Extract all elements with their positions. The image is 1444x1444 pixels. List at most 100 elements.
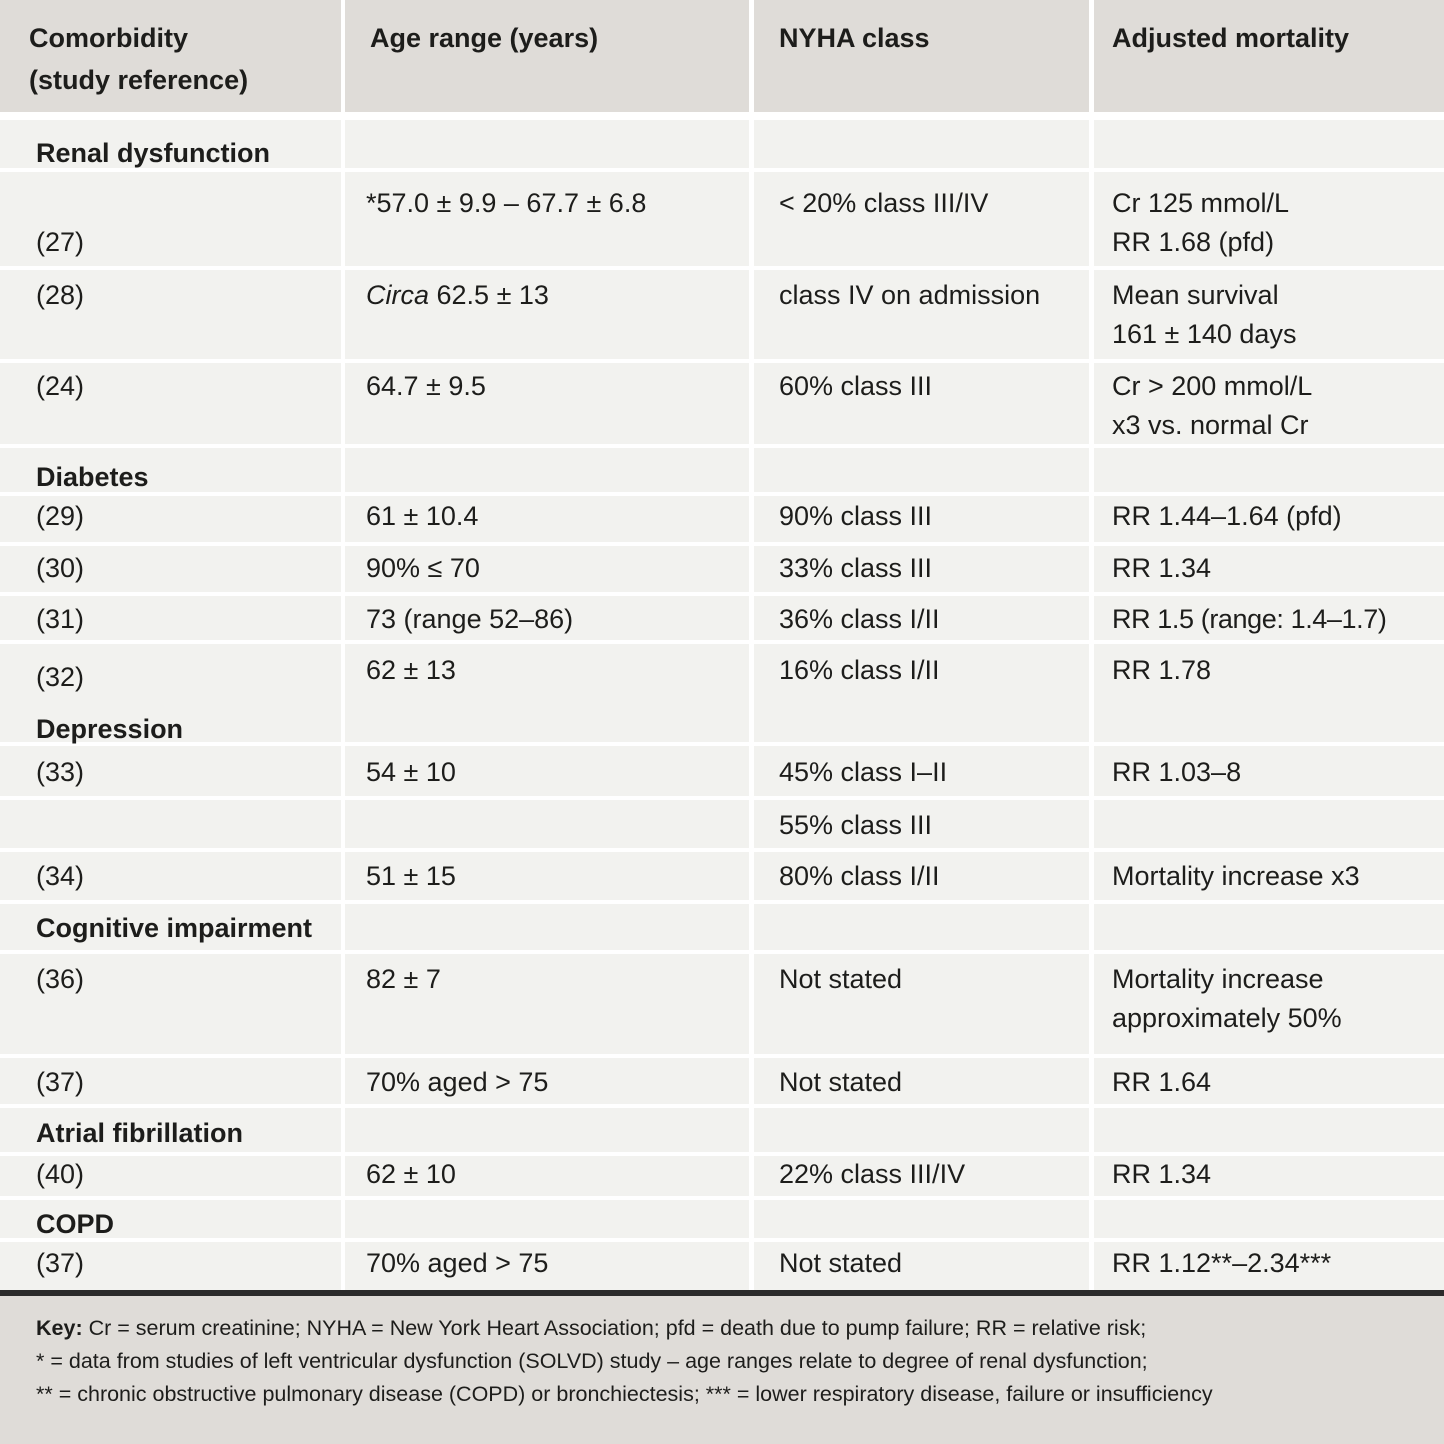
adjusted-mortality: RR 1.78: [1094, 644, 1444, 742]
study-reference: (27): [0, 172, 341, 266]
study-reference: (33): [0, 746, 341, 796]
header-nyha-class: NYHA class: [754, 0, 1089, 112]
table-row: (36) 82 ± 7 Not stated Mortality increas…: [0, 954, 1444, 1054]
empty-cell: [345, 1108, 749, 1152]
age-range: *57.0 ± 9.9 – 67.7 ± 6.8: [345, 172, 749, 266]
table-header: Comorbidity (study reference) Age range …: [0, 0, 1444, 112]
study-reference: (32) Depression: [0, 644, 341, 744]
nyha-class: class IV on admission: [754, 270, 1089, 359]
adjusted-mortality: RR 1.12**–2.34***: [1094, 1242, 1444, 1290]
section-label: Renal dysfunction: [0, 120, 341, 168]
empty-cell: [754, 904, 1089, 950]
age-range: 70% aged > 75: [345, 1242, 749, 1290]
nyha-class: 16% class I/II: [754, 644, 1089, 742]
empty-cell: [345, 1200, 749, 1238]
study-reference-value: (32): [36, 662, 85, 692]
table-row: (30) 90% ≤ 70 33% class III RR 1.34: [0, 546, 1444, 592]
age-range: 51 ± 15: [345, 852, 749, 900]
study-reference: (29): [0, 496, 341, 542]
table-row: (33) 54 ± 10 45% class I–II RR 1.03–8: [0, 746, 1444, 796]
empty-cell: [754, 1108, 1089, 1152]
table-row: (31) 73 (range 52–86) 36% class I/II RR …: [0, 596, 1444, 640]
section-label: Diabetes: [0, 448, 341, 492]
adjusted-mortality: Mortality increase approximately 50%: [1094, 954, 1444, 1054]
section-row: Cognitive impairment: [0, 904, 1444, 950]
key-line-3: ** = chronic obstructive pulmonary disea…: [36, 1382, 1213, 1406]
age-range: 82 ± 7: [345, 954, 749, 1054]
nyha-class: Not stated: [754, 954, 1089, 1054]
table-bottom-rule: [0, 1290, 1444, 1296]
header-comorbidity: Comorbidity (study reference): [0, 0, 341, 112]
study-reference: (36): [0, 954, 341, 1054]
adjusted-mortality: Cr > 200 mmol/L x3 vs. normal Cr: [1094, 363, 1444, 444]
section-label: COPD: [0, 1200, 341, 1239]
age-range-italic: Circa: [366, 280, 430, 310]
table-row: (29) 61 ± 10.4 90% class III RR 1.44–1.6…: [0, 496, 1444, 542]
adjusted-mortality: Mortality increase x3: [1094, 852, 1444, 900]
table-row: (32) Depression 62 ± 13 16% class I/II RR…: [0, 644, 1444, 744]
table-row: (28) Circa 62.5 ± 13 class IV on admissi…: [0, 270, 1444, 359]
table-row: (40) 62 ± 10 22% class III/IV RR 1.34: [0, 1156, 1444, 1196]
study-reference: (31): [0, 596, 341, 640]
nyha-class: 22% class III/IV: [754, 1156, 1089, 1196]
nyha-class: Not stated: [754, 1058, 1089, 1104]
empty-cell: [345, 448, 749, 492]
study-reference: (40): [0, 1156, 341, 1196]
study-reference: (28): [0, 270, 341, 359]
age-range: 62 ± 13: [345, 644, 749, 742]
study-reference: (30): [0, 546, 341, 592]
section-row: Diabetes: [0, 448, 1444, 492]
age-range: 54 ± 10: [345, 746, 749, 796]
age-range: Circa 62.5 ± 13: [345, 270, 749, 359]
empty-cell: [1094, 904, 1444, 950]
nyha-class: 90% class III: [754, 496, 1089, 542]
study-reference: [0, 800, 341, 848]
section-label: Depression: [36, 714, 184, 744]
nyha-class: 33% class III: [754, 546, 1089, 592]
study-reference: (24): [0, 363, 341, 444]
table-row: (37) 70% aged > 75 Not stated RR 1.64: [0, 1058, 1444, 1104]
nyha-class: < 20% class III/IV: [754, 172, 1089, 266]
empty-cell: [754, 120, 1089, 168]
key-label: Key:: [36, 1316, 83, 1340]
table-row: (24) 64.7 ± 9.5 60% class III Cr > 200 m…: [0, 363, 1444, 444]
empty-cell: [345, 904, 749, 950]
nyha-class: Not stated: [754, 1242, 1089, 1290]
table-row: (34) 51 ± 15 80% class I/II Mortality in…: [0, 852, 1444, 900]
table-row: 55% class III: [0, 800, 1444, 848]
table-key: Key: Cr = serum creatinine; NYHA = New Y…: [0, 1296, 1444, 1444]
age-range: 62 ± 10: [345, 1156, 749, 1196]
adjusted-mortality: RR 1.34: [1094, 546, 1444, 592]
adjusted-mortality: RR 1.34: [1094, 1156, 1444, 1196]
nyha-class: 45% class I–II: [754, 746, 1089, 796]
age-range: 73 (range 52–86): [345, 596, 749, 640]
nyha-class: 60% class III: [754, 363, 1089, 444]
key-text: Cr = serum creatinine; NYHA = New York H…: [82, 1316, 1147, 1340]
age-range: 90% ≤ 70: [345, 546, 749, 592]
header-adjusted-mortality: Adjusted mortality: [1094, 0, 1444, 112]
empty-cell: [1094, 1108, 1444, 1152]
age-range: 64.7 ± 9.5: [345, 363, 749, 444]
age-range: [345, 800, 749, 848]
section-row: Atrial fibrillation: [0, 1108, 1444, 1152]
section-row: COPD: [0, 1200, 1444, 1239]
age-range: 61 ± 10.4: [345, 496, 749, 542]
adjusted-mortality: Cr 125 mmol/L RR 1.68 (pfd): [1094, 172, 1444, 266]
nyha-class: 36% class I/II: [754, 596, 1089, 640]
empty-cell: [345, 120, 749, 168]
adjusted-mortality: RR 1.03–8: [1094, 746, 1444, 796]
nyha-class: 55% class III: [754, 800, 1089, 848]
study-reference: (37): [0, 1242, 341, 1290]
empty-cell: [1094, 448, 1444, 492]
age-range-value: 62.5 ± 13: [429, 280, 549, 310]
empty-cell: [754, 448, 1089, 492]
key-line-2: * = data from studies of left ventricula…: [36, 1349, 1148, 1373]
adjusted-mortality: RR 1.5 (range: 1.4–1.7): [1094, 596, 1444, 640]
section-label: Cognitive impairment: [0, 904, 341, 950]
adjusted-mortality: Mean survival 161 ± 140 days: [1094, 270, 1444, 359]
study-reference: (34): [0, 852, 341, 900]
empty-cell: [1094, 1200, 1444, 1238]
empty-cell: [1094, 120, 1444, 168]
age-range: 70% aged > 75: [345, 1058, 749, 1104]
header-age-range: Age range (years): [345, 0, 749, 112]
